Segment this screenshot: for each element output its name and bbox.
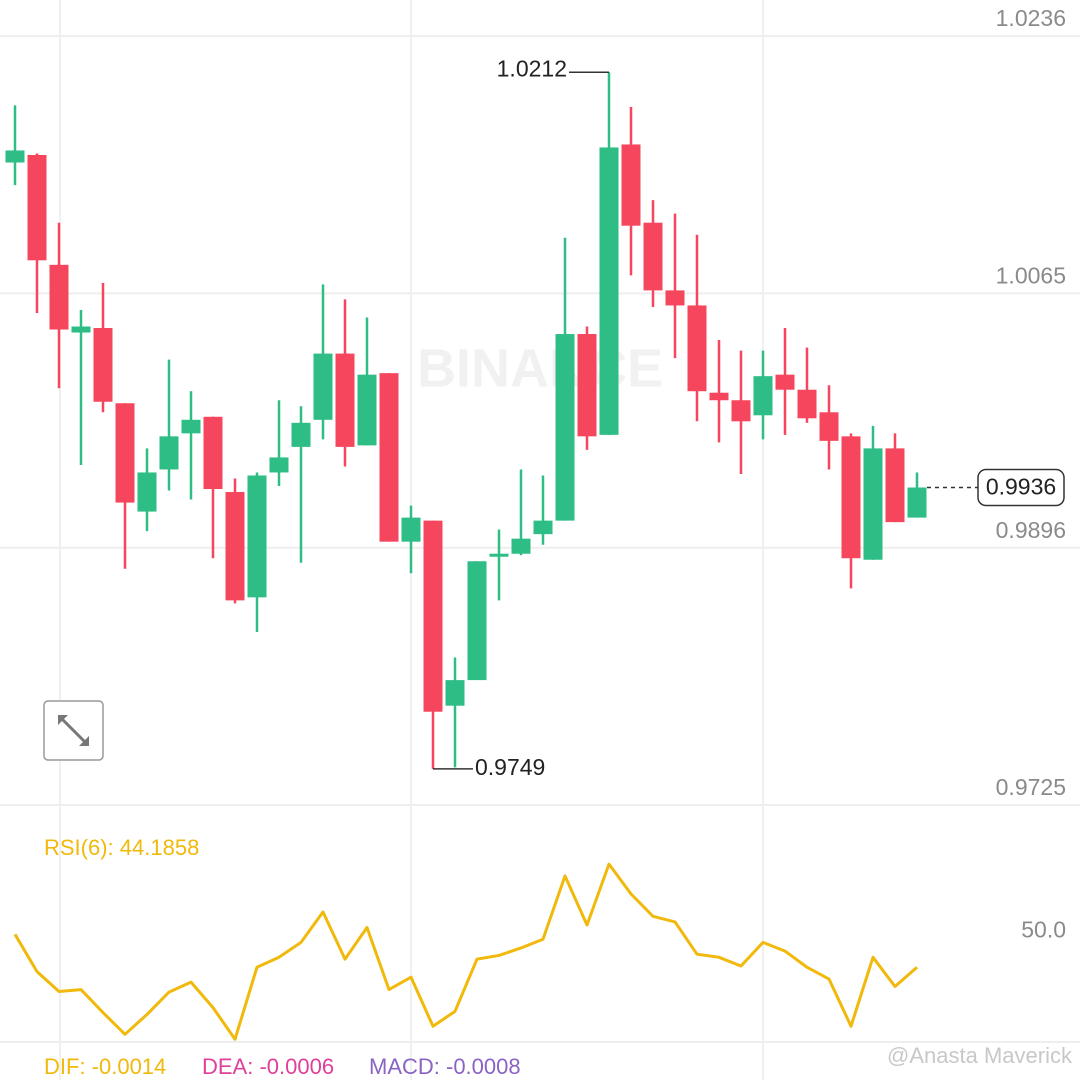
y-tick-label: 0.9725 (996, 774, 1066, 800)
watermark: BINANCE (417, 338, 663, 398)
candle-body (885, 448, 905, 523)
candle-body (819, 412, 839, 441)
candle-body (863, 448, 883, 560)
candle-body (775, 374, 795, 390)
candle-body (753, 376, 773, 416)
candle-body (533, 520, 553, 535)
candle-body (731, 400, 751, 422)
candle-body (5, 150, 25, 163)
candle-body (555, 334, 575, 521)
dea-label: DEA: -0.0006 (202, 1054, 334, 1079)
macd-label: MACD: -0.0008 (369, 1054, 521, 1079)
high-label: 1.0212 (497, 55, 567, 81)
candle-body (445, 680, 465, 706)
candle-body (709, 392, 729, 401)
candle-body (335, 353, 355, 447)
dif-label: DIF: -0.0014 (44, 1054, 166, 1079)
candle-body (27, 154, 47, 261)
candle-body (423, 520, 443, 712)
candle-body (247, 475, 267, 598)
y-tick-label: 1.0065 (996, 262, 1066, 288)
candle-body (489, 553, 509, 557)
candle-body (687, 305, 707, 392)
candle-body (797, 389, 817, 419)
candle-body (643, 222, 663, 291)
candle-body (379, 373, 399, 542)
candle-body (225, 492, 245, 601)
candle-body (467, 561, 487, 681)
candle-body (577, 334, 597, 437)
y-tick-label: 50.0 (1021, 916, 1066, 942)
candle-body (599, 147, 619, 435)
candle-body (401, 517, 421, 542)
candle-body (511, 538, 531, 554)
candle-body (269, 457, 289, 473)
candle-body (621, 144, 641, 226)
candle-body (841, 436, 861, 559)
candle-body (93, 328, 113, 402)
credit: @Anasta Maverick (887, 1043, 1073, 1068)
candle-body (357, 374, 377, 446)
candle-body (115, 403, 135, 503)
candle-body (907, 487, 927, 518)
candle-body (137, 472, 157, 512)
low-label: 0.9749 (475, 754, 545, 780)
candle-body (665, 290, 685, 306)
current-price-box (977, 468, 1065, 507)
candle-body (71, 326, 91, 333)
fullscreen-button[interactable] (43, 700, 104, 761)
rsi-label: RSI(6): 44.1858 (44, 835, 199, 860)
candle-body (203, 416, 223, 490)
current-price-label: 0.9936 (986, 474, 1056, 500)
candle-body (313, 353, 333, 420)
y-tick-label: 0.9896 (996, 517, 1066, 543)
candle-body (49, 264, 69, 330)
candle-body (291, 422, 311, 447)
rsi-line (13, 862, 918, 1041)
candle-body (181, 419, 201, 434)
candle-body (159, 436, 179, 470)
y-tick-label: 1.0236 (996, 5, 1066, 31)
